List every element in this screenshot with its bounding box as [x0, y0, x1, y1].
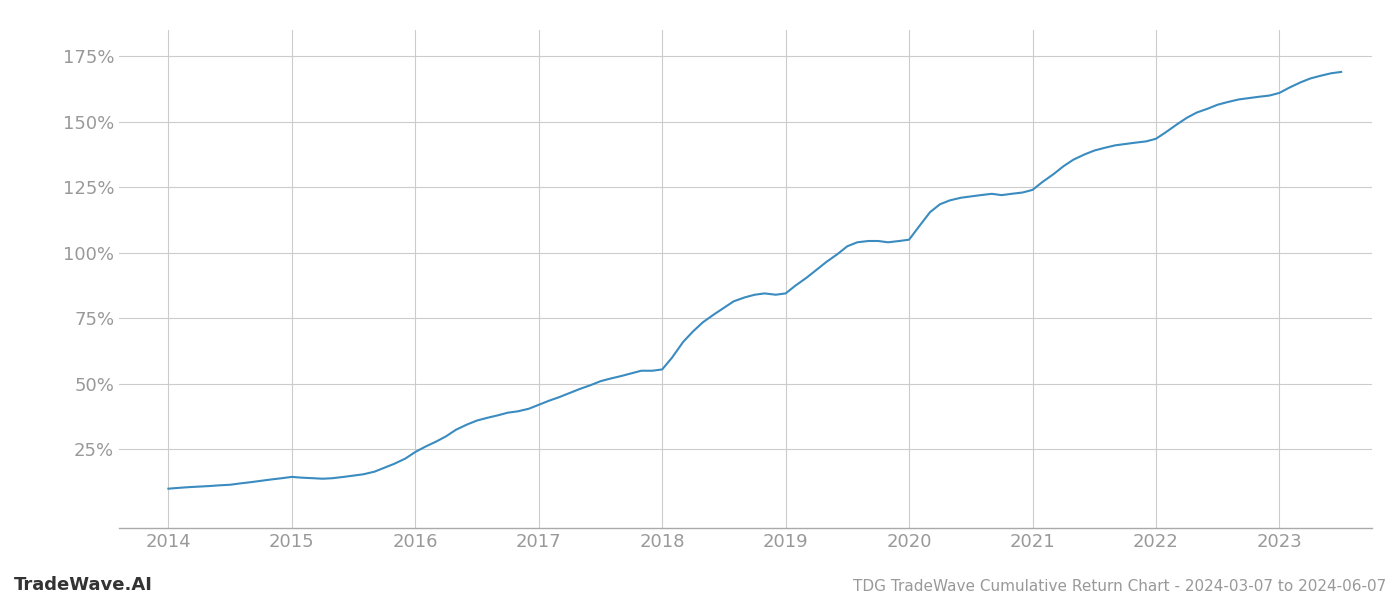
- Text: TradeWave.AI: TradeWave.AI: [14, 576, 153, 594]
- Text: TDG TradeWave Cumulative Return Chart - 2024-03-07 to 2024-06-07: TDG TradeWave Cumulative Return Chart - …: [853, 579, 1386, 594]
